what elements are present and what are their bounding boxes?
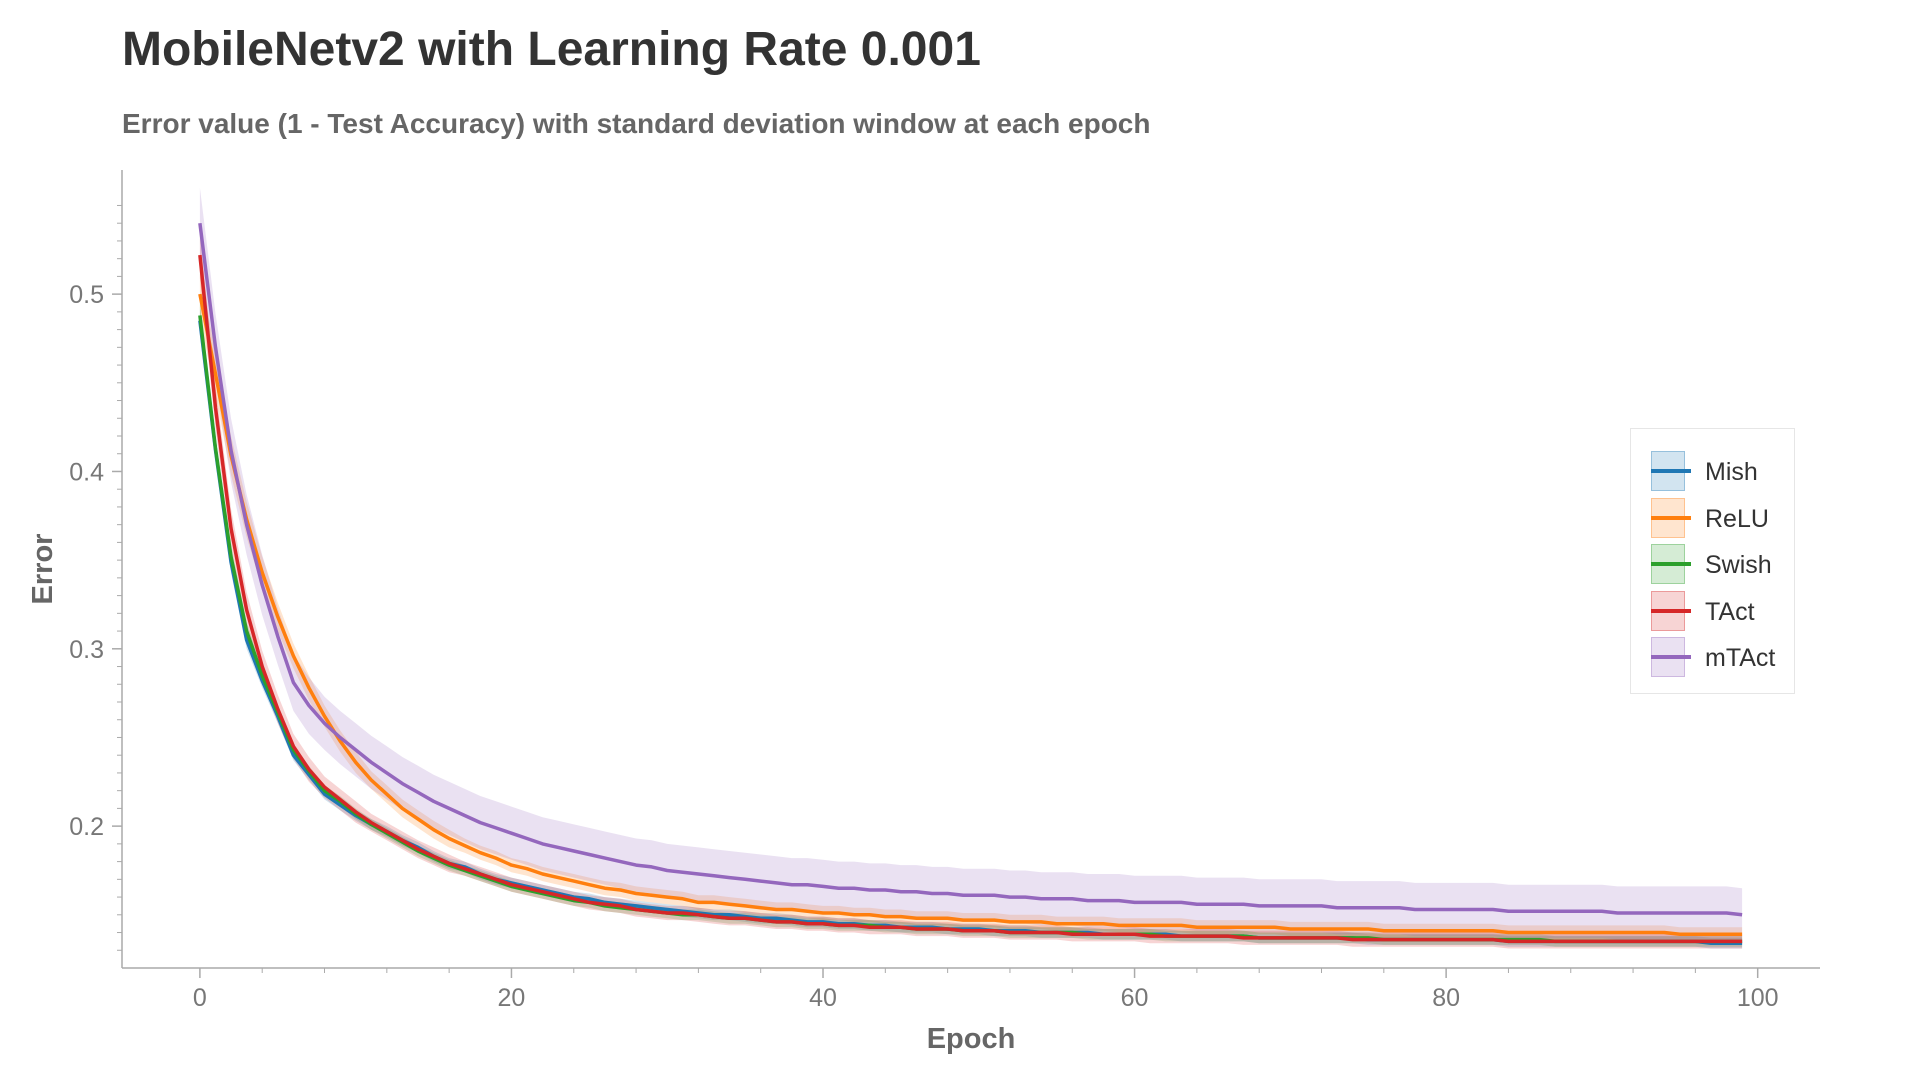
legend-label: ReLU (1705, 504, 1769, 533)
legend-label: TAct (1705, 597, 1755, 626)
x-tick-label: 80 (1432, 984, 1460, 1012)
legend-item-swish[interactable]: Swish (1651, 544, 1791, 584)
legend-line (1651, 515, 1691, 520)
legend: Mish ReLU Swish TAct mTAct (1630, 428, 1795, 694)
y-axis-title: Error (27, 534, 59, 605)
legend-line (1651, 562, 1691, 566)
legend-item-relu[interactable]: ReLU (1651, 497, 1791, 538)
std-bands-layer (199, 187, 1743, 949)
x-tick-label: 60 (1121, 984, 1149, 1012)
std-band-tact (199, 232, 1743, 949)
series-line-relu (198, 293, 1743, 937)
std-band-relu (199, 271, 1743, 942)
legend-line (1651, 469, 1691, 473)
legend-item-mtact[interactable]: mTAct (1651, 637, 1791, 677)
series-line-mtact (198, 222, 1743, 917)
legend-label: Swish (1705, 551, 1772, 579)
chart-subtitle: Error value (1 - Test Accuracy) with sta… (122, 108, 1151, 139)
series-lines-layer (198, 222, 1743, 945)
legend-item-mish[interactable]: Mish (1651, 451, 1791, 491)
y-tick-label: 0.3 (69, 636, 104, 664)
legend-line (1651, 655, 1691, 659)
x-tick-label: 40 (809, 984, 837, 1012)
x-tick-label: 0 (193, 984, 207, 1012)
legend-label: mTAct (1705, 644, 1776, 672)
legend-item-tact[interactable]: TAct (1651, 590, 1791, 631)
y-tick-label: 0.4 (69, 458, 104, 486)
x-axis-title: Epoch (927, 1023, 1016, 1055)
axes-layer: Epoch Error 0 20 40 60 80 100 0.2 0.3 0.4 0.5 (27, 170, 1820, 1055)
y-tick-label: 0.2 (69, 813, 104, 841)
x-tick-label: 100 (1737, 984, 1779, 1012)
chart-title: MobileNetv2 with Learning Rate 0.001 (122, 23, 981, 76)
x-tick-label: 20 (498, 984, 526, 1012)
legend-label: Mish (1705, 458, 1758, 486)
series-line-tact (198, 254, 1743, 944)
y-tick-label: 0.5 (69, 281, 104, 309)
legend-line (1651, 608, 1691, 613)
